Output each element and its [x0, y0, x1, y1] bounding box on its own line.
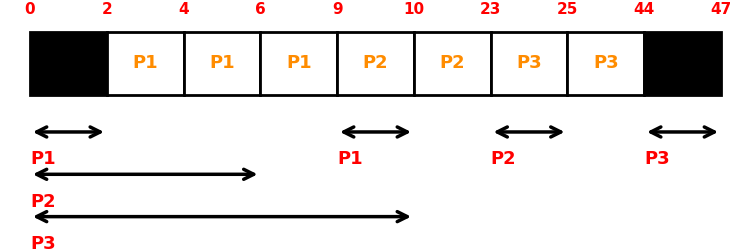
Text: 6: 6 — [255, 2, 266, 17]
Text: P2: P2 — [30, 193, 56, 211]
Bar — [414, 32, 490, 95]
Text: 10: 10 — [403, 2, 424, 17]
Bar — [30, 32, 107, 95]
Text: P2: P2 — [439, 55, 465, 72]
Text: P1: P1 — [30, 150, 56, 168]
Text: 23: 23 — [480, 2, 502, 17]
Text: P1: P1 — [337, 150, 363, 168]
Text: 25: 25 — [556, 2, 578, 17]
Text: 44: 44 — [634, 2, 655, 17]
Bar — [183, 32, 261, 95]
Text: 4: 4 — [178, 2, 189, 17]
Text: P1: P1 — [286, 55, 312, 72]
Text: 47: 47 — [710, 2, 731, 17]
Text: 0: 0 — [25, 2, 35, 17]
Bar — [337, 32, 414, 95]
Text: 9: 9 — [332, 2, 342, 17]
Text: P3: P3 — [30, 235, 56, 249]
Bar — [107, 32, 183, 95]
Text: P3: P3 — [516, 55, 542, 72]
Bar — [644, 32, 721, 95]
Text: P2: P2 — [490, 150, 516, 168]
Text: P2: P2 — [363, 55, 388, 72]
Bar — [490, 32, 568, 95]
Text: P1: P1 — [132, 55, 158, 72]
Text: P3: P3 — [644, 150, 670, 168]
Bar — [568, 32, 644, 95]
Text: P3: P3 — [593, 55, 619, 72]
Text: P1: P1 — [209, 55, 235, 72]
Text: 2: 2 — [101, 2, 112, 17]
Bar — [261, 32, 337, 95]
